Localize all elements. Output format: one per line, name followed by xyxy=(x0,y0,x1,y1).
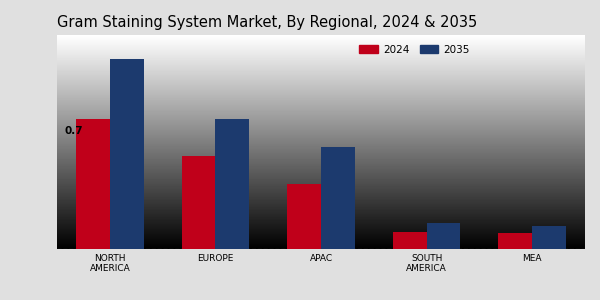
Text: 0.7: 0.7 xyxy=(65,126,83,136)
Bar xyxy=(499,233,532,249)
Bar xyxy=(532,226,566,249)
Legend: 2024, 2035: 2024, 2035 xyxy=(355,40,474,59)
Bar xyxy=(182,156,215,249)
Bar xyxy=(76,119,110,249)
Bar xyxy=(321,147,355,249)
Bar xyxy=(215,119,249,249)
Bar xyxy=(287,184,321,249)
Bar xyxy=(393,232,427,249)
Bar xyxy=(110,59,143,249)
Text: Gram Staining System Market, By Regional, 2024 & 2035: Gram Staining System Market, By Regional… xyxy=(57,15,477,30)
Bar xyxy=(427,223,460,249)
